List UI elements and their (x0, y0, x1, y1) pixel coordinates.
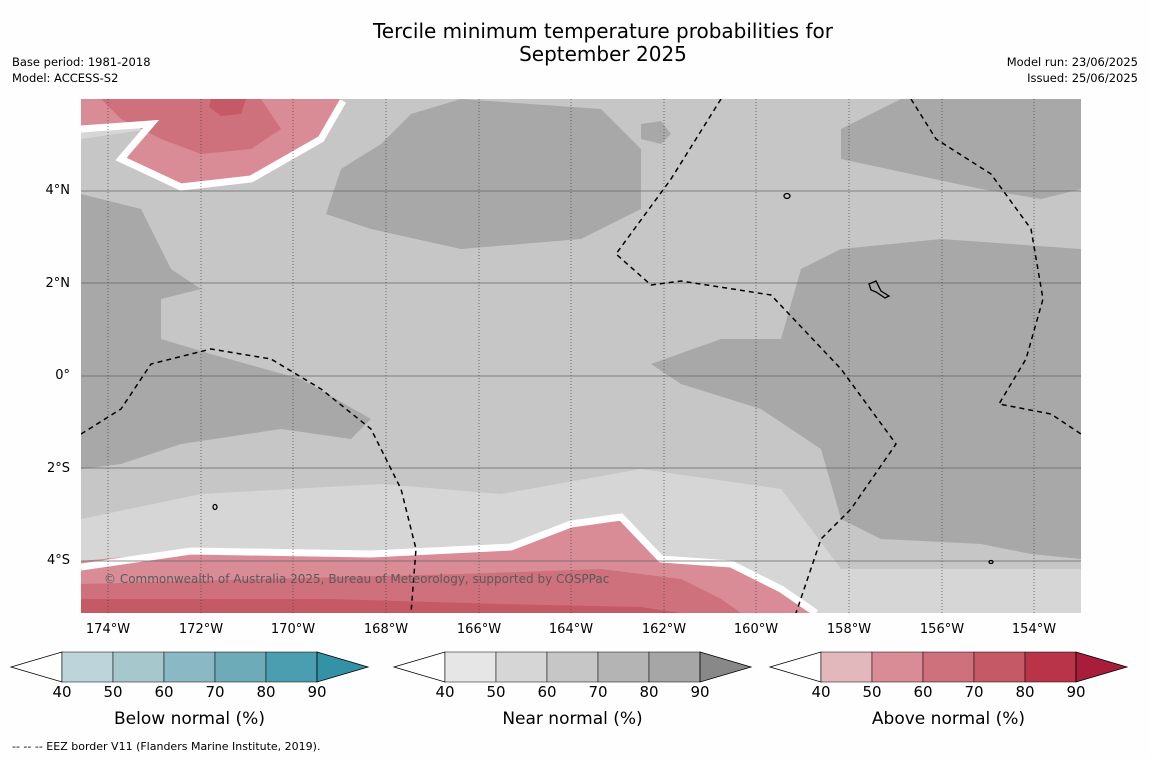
below-tick-90: 90 (307, 683, 327, 701)
lon-label-174w: 174°W (85, 622, 131, 637)
lon-label-166w: 166°W (456, 622, 502, 637)
colorbars-svg (9, 651, 1129, 683)
lat-label-2n: 2°N (45, 276, 71, 291)
eez-footnote: -- -- -- EEZ border V11 (Flanders Marine… (12, 740, 321, 753)
near-normal-title: Near normal (%) (502, 709, 643, 729)
lon-label-156w: 156°W (919, 622, 965, 637)
above-normal-title: Above normal (%) (871, 709, 1026, 729)
model-name: Model: ACCESS-S2 (12, 71, 119, 85)
colorbar-segment (973, 651, 1026, 683)
below-tick-70: 70 (205, 683, 225, 701)
above-tick-80: 80 (1015, 683, 1035, 701)
title-line-2: September 2025 (519, 42, 687, 66)
near-tick-40: 40 (435, 683, 455, 701)
colorbar-min-extend (9, 651, 63, 683)
colorbar-segment (444, 651, 497, 683)
above-normal-70-south (81, 599, 681, 613)
lat-label-2s: 2°S (46, 461, 70, 476)
lon-label-172w: 172°W (178, 622, 224, 637)
eez-borders (81, 99, 1081, 613)
lon-label-154w: 154°W (1011, 622, 1057, 637)
colorbar-segment (871, 651, 924, 683)
colorbar-max-extend (699, 651, 753, 683)
near-normal-70-patch (641, 121, 671, 144)
meta-right: Model run: 23/06/2025 Issued: 25/06/2025 (1007, 54, 1138, 86)
lon-label-158w: 158°W (826, 622, 872, 637)
colorbar-near-normal (392, 651, 753, 683)
colorbar-segment (648, 651, 701, 683)
colorbar-segment (922, 651, 975, 683)
above-tick-60: 60 (913, 683, 933, 701)
near-tick-80: 80 (639, 683, 659, 701)
colorbar-segment (61, 651, 114, 683)
colorbar-segment (820, 651, 873, 683)
near-normal-70-east (651, 239, 1081, 559)
colorbar-segment (112, 651, 165, 683)
near-normal-70-ne (841, 99, 1081, 199)
above-tick-40: 40 (811, 683, 831, 701)
colorbar-segment (597, 651, 650, 683)
map-svg (81, 99, 1081, 613)
colorbar-segment (1024, 651, 1077, 683)
above-normal-70-north (209, 99, 246, 116)
meta-left: Base period: 1981-2018 Model: ACCESS-S2 (12, 54, 151, 86)
model-run: Model run: 23/06/2025 (1006, 55, 1138, 69)
above-tick-50: 50 (862, 683, 882, 701)
lat-label-4s: 4°S (46, 553, 70, 568)
below-tick-60: 60 (154, 683, 174, 701)
lon-label-162w: 162°W (641, 622, 687, 637)
lon-label-160w: 160°W (733, 622, 779, 637)
colorbar-above-normal (768, 651, 1129, 683)
above-tick-90: 90 (1066, 683, 1086, 701)
title-line-1: Tercile minimum temperature probabilitie… (372, 19, 834, 43)
contour-40-north (81, 99, 347, 191)
base-period: Base period: 1981-2018 (12, 55, 151, 69)
colorbar-segment (495, 651, 548, 683)
colorbar-segment (265, 651, 318, 683)
near-normal-70-north (326, 99, 641, 249)
lat-label-4n: 4°N (45, 183, 71, 198)
colorbar-max-extend (1075, 651, 1129, 683)
islands (212, 192, 994, 565)
issued-date: Issued: 25/06/2025 (1027, 71, 1138, 85)
copyright-credit: © Commonwealth of Australia 2025, Bureau… (104, 572, 610, 586)
colorbar-segment (214, 651, 267, 683)
below-normal-title: Below normal (%) (114, 709, 265, 729)
map-title: Tercile minimum temperature probabilitie… (300, 20, 906, 66)
lon-label-168w: 168°W (363, 622, 409, 637)
lon-label-164w: 164°W (548, 622, 594, 637)
colorbar-segment (163, 651, 216, 683)
lon-label-170w: 170°W (270, 622, 316, 637)
colorbar-below-normal (9, 651, 370, 683)
below-tick-50: 50 (103, 683, 123, 701)
near-tick-70: 70 (588, 683, 608, 701)
colorbar-min-extend (392, 651, 446, 683)
near-tick-60: 60 (537, 683, 557, 701)
colorbar-min-extend (768, 651, 822, 683)
map-area (81, 99, 1081, 613)
near-tick-90: 90 (690, 683, 710, 701)
above-tick-70: 70 (964, 683, 984, 701)
near-normal-70-west (81, 194, 371, 469)
latitude-lines (81, 190, 1081, 562)
near-tick-50: 50 (486, 683, 506, 701)
below-tick-80: 80 (256, 683, 276, 701)
colorbar-max-extend (316, 651, 370, 683)
below-tick-40: 40 (52, 683, 72, 701)
lat-label-0: 0° (55, 368, 70, 383)
colorbar-segment (546, 651, 599, 683)
